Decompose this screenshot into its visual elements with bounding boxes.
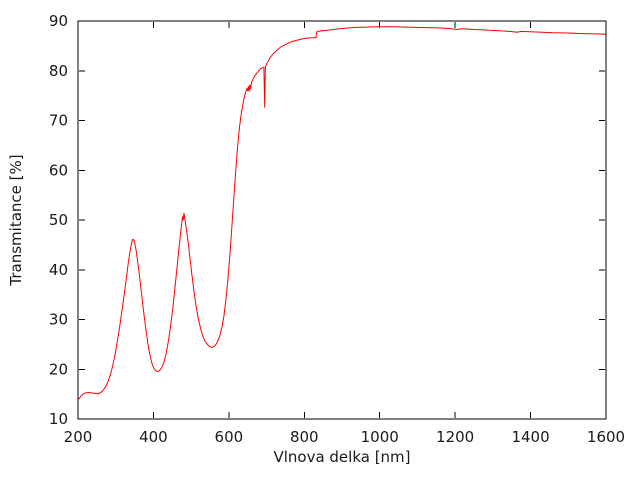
axis-ticks [77,20,607,420]
x-tick-label: 1200 [436,428,474,446]
x-axis-label: Vlnova delka [nm] [273,448,410,466]
y-tick-label: 30 [49,311,68,329]
plot-border [77,20,607,420]
x-tick-label: 1000 [361,428,399,446]
x-tick-label: 400 [139,428,168,446]
x-tick-label: 800 [290,428,319,446]
y-tick-label: 10 [49,410,68,428]
y-tick-label: 50 [49,211,68,229]
x-tick-label: 200 [64,428,93,446]
y-axis-label: Transmitance [%] [7,154,25,286]
transmittance-curve [77,26,607,401]
y-tick-label: 80 [49,62,68,80]
x-tick-label: 1400 [511,428,549,446]
y-tick-label: 20 [49,360,68,378]
axis-tick-labels: 200 400 600 800 1000 1200 1400 1600 10 20 30 40 50 60… [49,12,625,446]
y-tick-label: 60 [49,161,68,179]
y-tick-label: 70 [49,112,68,130]
y-tick-label: 40 [49,261,68,279]
x-tick-label: 1600 [587,428,625,446]
x-tick-label: 600 [215,428,244,446]
y-tick-label: 90 [49,12,68,30]
